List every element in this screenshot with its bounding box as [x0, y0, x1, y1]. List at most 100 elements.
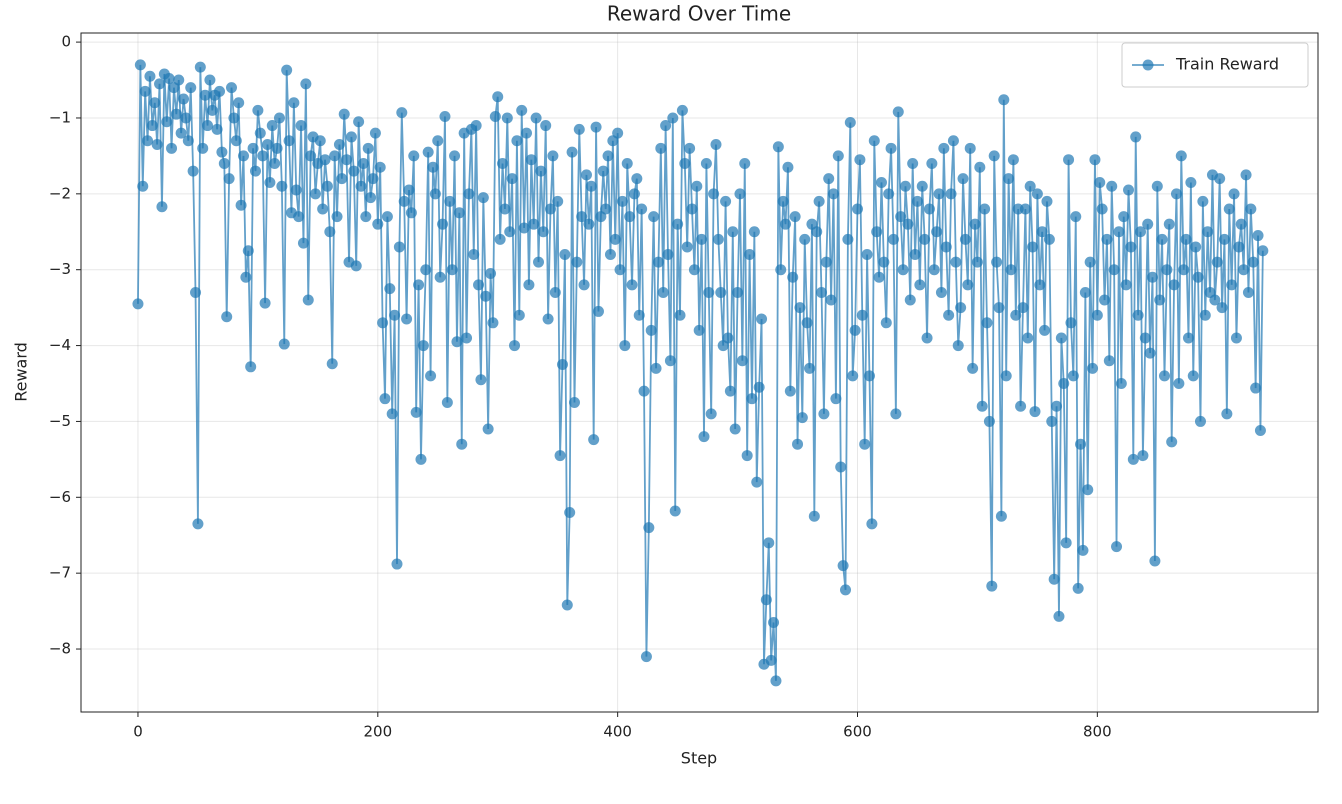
data-point [182, 135, 194, 147]
data-point [362, 142, 374, 154]
data-point [1173, 378, 1185, 390]
data-point [511, 135, 523, 147]
data-point [487, 317, 499, 329]
data-point [947, 135, 959, 147]
data-point [1180, 233, 1192, 245]
data-point [1190, 241, 1202, 253]
data-point [741, 450, 753, 462]
data-point [700, 157, 712, 169]
data-point [979, 203, 991, 215]
data-point [1053, 610, 1065, 622]
y-tick-label: −3 [49, 260, 71, 278]
data-point [993, 302, 1005, 314]
data-point [142, 135, 154, 147]
data-point [926, 157, 938, 169]
data-point [321, 180, 333, 192]
data-point [372, 218, 384, 230]
data-point [592, 305, 604, 317]
data-point [991, 256, 1003, 268]
data-point [636, 203, 648, 215]
data-point [753, 381, 765, 393]
data-point [1067, 370, 1079, 382]
data-point [1202, 226, 1214, 238]
data-point [233, 97, 245, 109]
data-point [525, 154, 537, 166]
data-point [269, 157, 281, 169]
data-point [813, 195, 825, 207]
data-point [648, 211, 660, 223]
data-point [221, 311, 233, 323]
data-point [297, 237, 309, 249]
data-point [389, 309, 401, 321]
data-point [542, 313, 554, 325]
data-point [787, 271, 799, 283]
data-point [247, 142, 259, 154]
data-point [736, 355, 748, 367]
data-point [1218, 233, 1230, 245]
data-point [139, 85, 151, 97]
data-point [679, 157, 691, 169]
data-point [645, 324, 657, 336]
data-point [1031, 188, 1043, 200]
data-point [355, 180, 367, 192]
data-point [429, 188, 441, 200]
data-point [324, 226, 336, 238]
data-point [314, 135, 326, 147]
data-point [1034, 279, 1046, 291]
data-point [1058, 378, 1070, 390]
data-point [840, 584, 852, 596]
data-point [163, 73, 175, 85]
data-point [887, 233, 899, 245]
data-point [516, 104, 528, 116]
data-point [777, 195, 789, 207]
y-tick-label: −7 [49, 564, 71, 582]
data-point [261, 139, 273, 151]
data-point [928, 264, 940, 276]
data-point [288, 97, 300, 109]
data-point [590, 121, 602, 133]
data-point [283, 135, 295, 147]
data-point [794, 302, 806, 314]
data-point [1154, 294, 1166, 306]
data-point [499, 203, 511, 215]
data-point [1161, 264, 1173, 276]
data-point [199, 89, 211, 101]
data-point [1070, 211, 1082, 223]
data-point [365, 192, 377, 204]
data-point [856, 309, 868, 321]
data-point [897, 264, 909, 276]
y-tick-label: −4 [49, 336, 71, 354]
data-point [604, 249, 616, 261]
data-point [667, 112, 679, 124]
data-point [319, 154, 331, 166]
data-point [849, 324, 861, 336]
data-point [708, 188, 720, 200]
data-point [962, 279, 974, 291]
data-point [863, 370, 875, 382]
data-point [1163, 218, 1175, 230]
data-point [509, 340, 521, 352]
data-point [672, 218, 684, 230]
data-point [185, 82, 197, 94]
data-point [396, 107, 408, 119]
data-point [640, 651, 652, 663]
data-point [971, 256, 983, 268]
data-point [914, 279, 926, 291]
data-point [461, 332, 473, 344]
data-point [1036, 226, 1048, 238]
data-point [425, 370, 437, 382]
data-point [249, 165, 261, 177]
data-point [684, 142, 696, 154]
data-point [1087, 362, 1099, 374]
data-point [1211, 256, 1223, 268]
data-point [974, 161, 986, 173]
data-point [1185, 176, 1197, 188]
data-point [271, 142, 283, 154]
data-point [405, 207, 417, 219]
data-point [1245, 203, 1257, 215]
data-point [916, 180, 928, 192]
data-point [206, 104, 218, 116]
data-point [187, 165, 199, 177]
data-point [317, 203, 329, 215]
data-point [1039, 324, 1051, 336]
